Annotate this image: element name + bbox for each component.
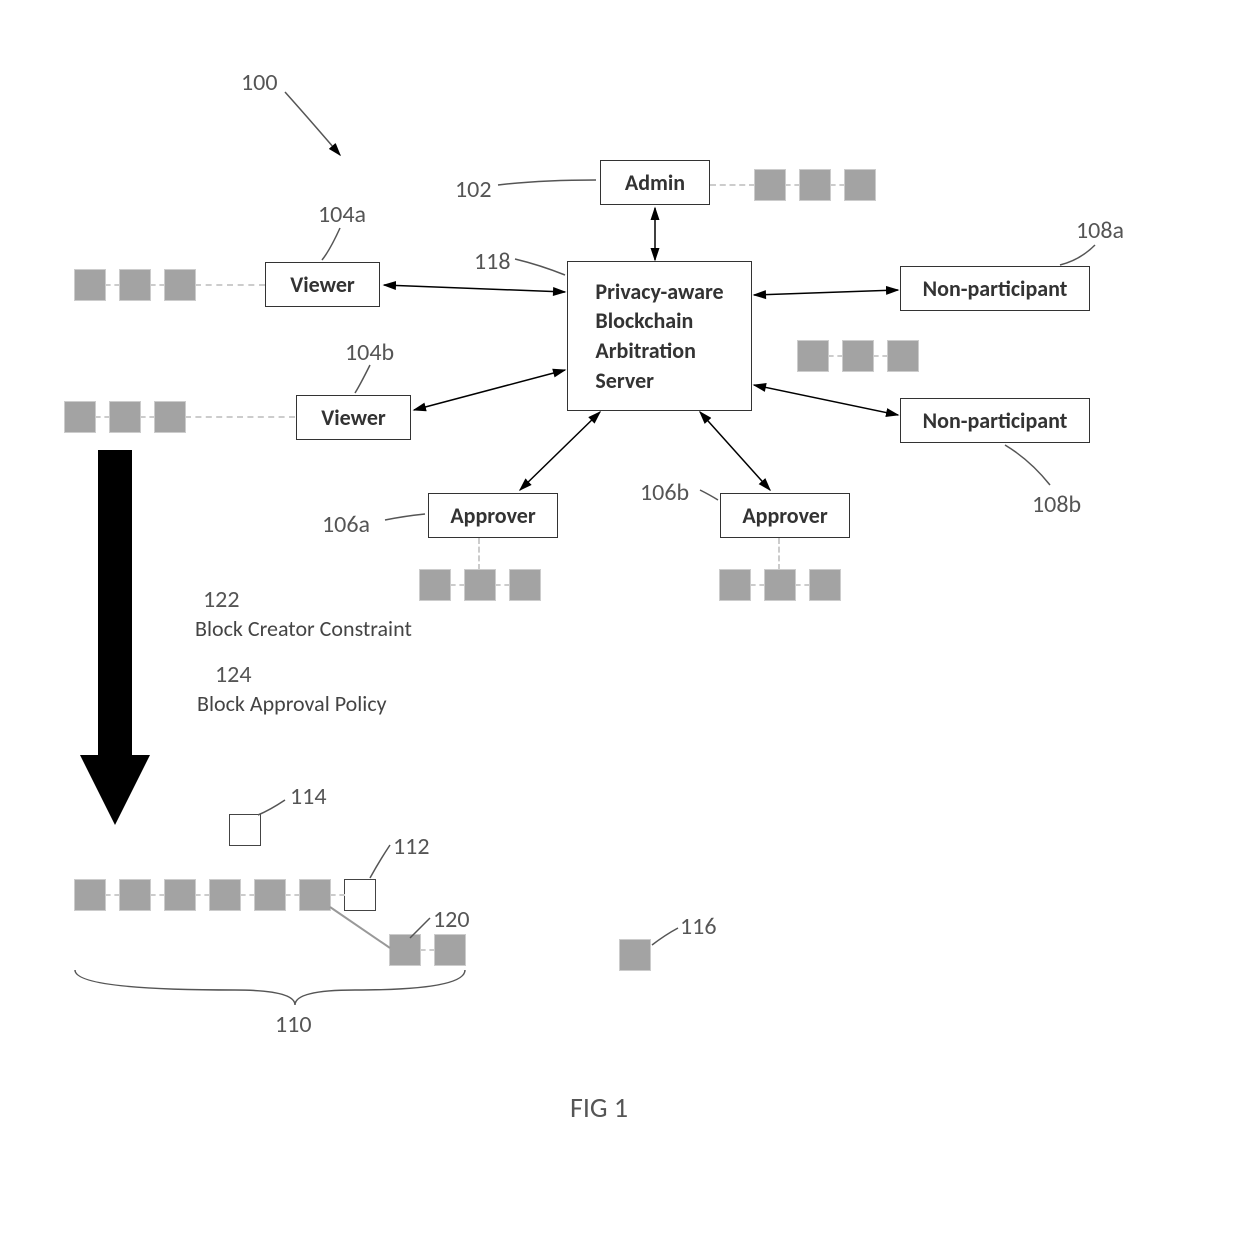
chain-block xyxy=(888,341,918,371)
nonpart1-box: Non-participant xyxy=(900,266,1090,311)
approver1-box: Approver xyxy=(428,493,558,538)
ref-106b: 106b xyxy=(640,478,689,507)
chain-block xyxy=(165,270,195,300)
bap-text: Block Approval Policy xyxy=(197,690,387,717)
chain-block xyxy=(390,935,420,965)
chain-block xyxy=(110,402,140,432)
chain-link xyxy=(710,184,755,186)
chain-block xyxy=(120,270,150,300)
nonpart2-box: Non-participant xyxy=(900,398,1090,443)
ref-108b: 108b xyxy=(1032,490,1081,519)
viewer2-box: Viewer xyxy=(296,395,411,440)
block-114 xyxy=(230,815,260,845)
chain-block xyxy=(255,880,285,910)
block-116 xyxy=(620,940,650,970)
figure-caption: FIG 1 xyxy=(570,1090,628,1125)
approver2-box: Approver xyxy=(720,493,850,538)
ref-106a: 106a xyxy=(322,510,370,539)
chain-link xyxy=(105,894,120,896)
chain-block xyxy=(845,170,875,200)
chain-link xyxy=(150,284,165,286)
viewer1-box: Viewer xyxy=(265,262,380,307)
ref-110: 110 xyxy=(275,1010,312,1039)
chain-link xyxy=(185,416,295,418)
chain-link xyxy=(105,284,120,286)
chain-block xyxy=(75,270,105,300)
chain-block xyxy=(435,935,465,965)
chain-link xyxy=(420,949,435,951)
chain-link xyxy=(478,538,480,570)
chain-block xyxy=(798,341,828,371)
ref-122: 122 xyxy=(203,585,240,614)
block-112 xyxy=(345,880,375,910)
chain-block xyxy=(810,570,840,600)
chain-block xyxy=(155,402,185,432)
chain-block xyxy=(765,570,795,600)
chain-link xyxy=(495,584,510,586)
chain-link xyxy=(785,184,800,186)
chain-link xyxy=(795,584,810,586)
ref-104a: 104a xyxy=(318,200,366,229)
chain-block xyxy=(300,880,330,910)
ref-104b: 104b xyxy=(345,338,394,367)
chain-block xyxy=(165,880,195,910)
chain-link xyxy=(778,538,780,570)
admin-box: Admin xyxy=(600,160,710,205)
chain-link xyxy=(195,894,210,896)
chain-link xyxy=(750,584,765,586)
chain-link xyxy=(828,355,843,357)
chain-link xyxy=(450,584,465,586)
chain-block xyxy=(120,880,150,910)
big-arrow xyxy=(80,450,150,830)
ref-112: 112 xyxy=(393,832,430,861)
ref-100: 100 xyxy=(241,68,278,97)
ref-116: 116 xyxy=(680,912,717,941)
ref-124: 124 xyxy=(215,660,252,689)
chain-block xyxy=(75,880,105,910)
chain-block xyxy=(420,570,450,600)
ref-120: 120 xyxy=(433,905,470,934)
chain-link xyxy=(830,184,845,186)
server-box: Privacy-aware Blockchain Arbitration Ser… xyxy=(567,261,752,411)
chain-link xyxy=(95,416,110,418)
chain-block xyxy=(65,402,95,432)
ref-102: 102 xyxy=(455,175,492,204)
ref-118: 118 xyxy=(474,247,511,276)
chain-link xyxy=(195,284,265,286)
chain-link xyxy=(330,894,345,896)
bcc-text: Block Creator Constraint xyxy=(195,615,412,642)
chain-block xyxy=(210,880,240,910)
chain-block xyxy=(465,570,495,600)
ref-108a: 108a xyxy=(1076,216,1124,245)
chain-link xyxy=(240,894,255,896)
chain-link xyxy=(873,355,888,357)
chain-link xyxy=(285,894,300,896)
chain-link xyxy=(140,416,155,418)
chain-block xyxy=(843,341,873,371)
chain-link xyxy=(150,894,165,896)
ref-114: 114 xyxy=(290,782,327,811)
chain-block xyxy=(800,170,830,200)
chain-block xyxy=(510,570,540,600)
chain-block xyxy=(755,170,785,200)
chain-block xyxy=(720,570,750,600)
